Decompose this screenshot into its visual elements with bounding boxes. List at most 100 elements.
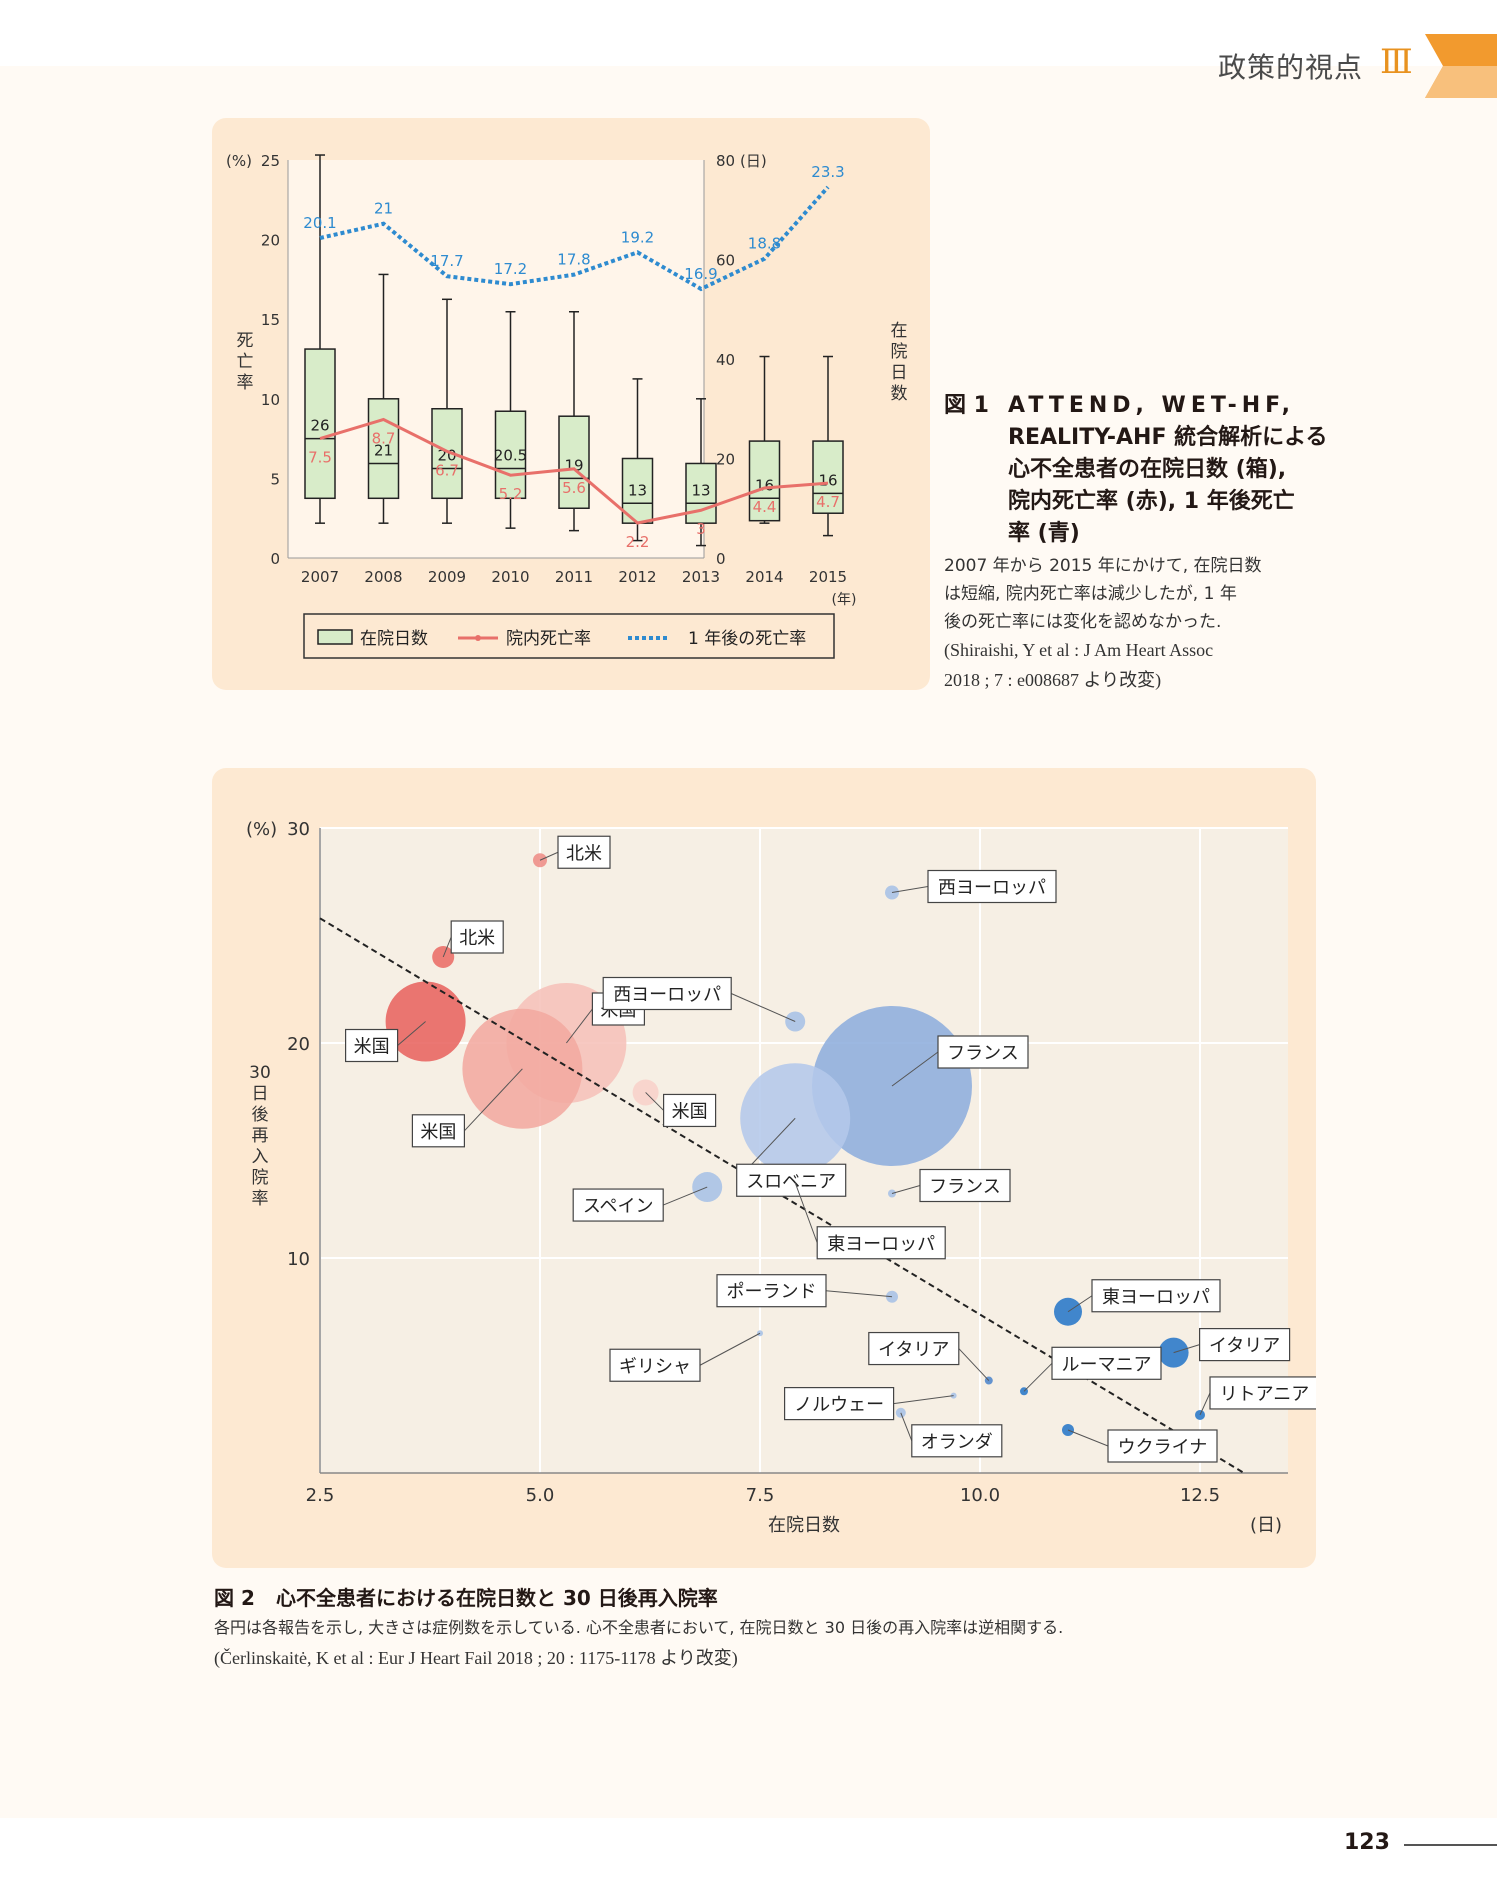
point-label: 東ヨーロッパ: [827, 1234, 935, 1255]
box-iqr: [748, 440, 781, 522]
point-label: 北米: [566, 843, 602, 864]
point-label: 米国: [354, 1037, 390, 1058]
y-tick-label: 10: [287, 1249, 310, 1270]
point-leader-line: [699, 1332, 761, 1366]
in-hospital-mortality-label: 8.7: [372, 429, 396, 447]
point-label-box: [663, 1093, 717, 1128]
y-right-title-char: 院: [891, 342, 908, 362]
x-axis-title: 在院日数: [768, 1515, 840, 1536]
point-leader-line: [1067, 1429, 1109, 1447]
y-left-title-char: 率: [237, 373, 254, 393]
y-right-title-char: 日: [891, 363, 908, 383]
point-label: 米国: [672, 1101, 708, 1122]
point-label-box: [572, 1188, 664, 1222]
in-hospital-mortality-label: 4.4: [753, 498, 777, 516]
one-year-mortality-label: 20.1: [303, 214, 336, 232]
page-number-rule: [1404, 1844, 1497, 1846]
point-label: フランス: [947, 1043, 1019, 1064]
legend-label: 在院日数: [360, 629, 428, 649]
point-label-box: [1198, 1327, 1291, 1362]
figure1-caption-title-3: 心不全患者の在院日数 (箱),: [1008, 457, 1287, 482]
legend-frame: [303, 613, 835, 659]
point-leader-line: [397, 1021, 426, 1046]
x-tick-label: 2008: [364, 568, 402, 586]
point-label-box: [1107, 1429, 1218, 1463]
y-left-title-char: 死: [237, 331, 254, 351]
point-label: 西ヨーロッパ: [938, 878, 1046, 899]
y-right-unit: (日): [740, 152, 767, 170]
point-leader-line: [1199, 1392, 1211, 1416]
x-tick-label: 2007: [301, 568, 339, 586]
y-tick-label: 30: [287, 819, 310, 840]
figure1-caption-title-2: REALITY-AHF 統合解析による: [1008, 425, 1328, 450]
point-label: イタリア: [878, 1340, 949, 1361]
in-hospital-mortality-label: 5.2: [499, 485, 523, 503]
legend-red-marker: [475, 635, 481, 641]
point-leader-line: [958, 1348, 990, 1381]
point-leader-line: [539, 851, 559, 861]
point-label-box: [609, 1348, 701, 1382]
one-year-mortality-label: 18.8: [748, 235, 781, 253]
box-median-label: 19: [564, 456, 583, 474]
top-margin: [0, 0, 1497, 66]
point-label-box: [716, 1274, 827, 1308]
point-label: ウクライナ: [1118, 1437, 1208, 1458]
point-leader-line: [893, 1395, 954, 1405]
one-year-mortality-label: 21: [374, 200, 393, 218]
y-right-tick-label: 40: [716, 351, 735, 369]
point-leader-line: [464, 1068, 523, 1132]
point-label: フランス: [929, 1177, 1001, 1198]
x-tick-label: 12.5: [1180, 1485, 1220, 1506]
y-right-tick-label: 20: [716, 451, 735, 469]
box-median-label: 13: [628, 481, 647, 499]
y-left-tick-label: 0: [270, 550, 280, 568]
y-axis-title-char: 再: [252, 1126, 269, 1146]
y-right-title-char: 在: [891, 321, 908, 341]
point-leader-line: [442, 936, 452, 958]
in-hospital-mortality-label: 5.6: [562, 479, 586, 497]
y-unit: (%): [246, 819, 277, 840]
box-median-label: 21: [374, 441, 393, 459]
y-left-tick-label: 15: [261, 311, 280, 329]
bottom-margin: [0, 1818, 1497, 1890]
one-year-mortality-line: [319, 185, 830, 292]
box-iqr: [494, 410, 527, 500]
one-year-mortality-label: 17.2: [494, 260, 527, 278]
y-axis-title-char: 入: [252, 1147, 269, 1167]
point-label-box: [783, 1386, 895, 1421]
point-leader-line: [825, 1290, 893, 1298]
x-tick-label: 2010: [491, 568, 529, 586]
legend-label: 院内死亡率: [506, 629, 591, 649]
point-leader-line: [645, 1092, 664, 1111]
figure1-citation-2: 2018 ; 7 : e008687 より改変): [944, 670, 1162, 690]
x-tick-label: 2013: [682, 568, 720, 586]
point-leader-line: [566, 1008, 593, 1044]
x-unit: (年): [832, 592, 857, 608]
point-leader-line: [891, 1185, 921, 1194]
point-label: ギリシャ: [619, 1356, 691, 1377]
point-label: 西ヨーロッパ: [613, 985, 721, 1006]
in-hospital-mortality-label: 6.7: [435, 461, 459, 479]
point-label: ノルウェー: [794, 1395, 884, 1416]
one-year-mortality-label: 16.9: [684, 265, 717, 283]
figure2-caption-label: 図 2: [214, 1586, 255, 1610]
box-median-label: 13: [691, 481, 710, 499]
in-hospital-mortality-line: [319, 417, 829, 525]
figure2-citation: (Čerlinskaitė, K et al : Eur J Heart Fai…: [214, 1648, 738, 1668]
box-median-label: 20: [437, 446, 456, 464]
one-year-mortality-label: 23.3: [811, 163, 844, 181]
figure1-caption-title-4: 院内死亡率 (赤), 1 年後死亡: [1008, 489, 1295, 514]
figure2-caption-body: 各円は各報告を示し, 大きさは症例数を示している. 心不全患者において, 在院日…: [214, 1618, 1064, 1637]
in-hospital-mortality-label: 3: [696, 520, 706, 538]
x-unit: (日): [1250, 1515, 1282, 1536]
box-iqr: [812, 440, 844, 514]
point-leader-line: [891, 886, 929, 893]
point-label-box: [557, 835, 611, 869]
y-right-title-char: 数: [891, 384, 908, 404]
y-left-tick-label: 5: [270, 470, 280, 488]
y-axis-title-char: 率: [252, 1189, 269, 1209]
in-hospital-mortality-label: 7.5: [308, 449, 332, 467]
y-left-tick-label: 10: [261, 391, 280, 409]
y-axis-title-char: 後: [252, 1105, 269, 1125]
